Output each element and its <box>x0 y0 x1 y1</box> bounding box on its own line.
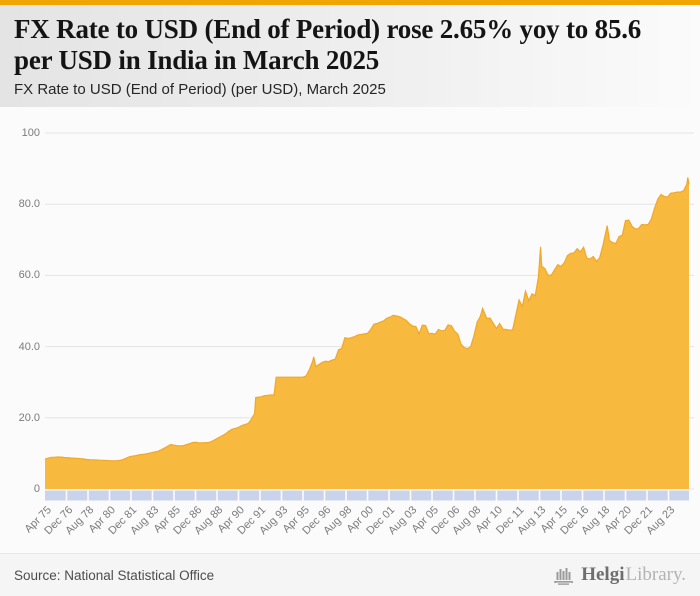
chart-header: FX Rate to USD (End of Period) rose 2.65… <box>0 5 700 107</box>
tick-separator <box>538 490 541 501</box>
helgi-library-logo: Helgi Library. <box>552 563 686 587</box>
accent-bar <box>0 0 700 5</box>
tick-separator <box>603 490 605 501</box>
tick-separator <box>560 490 562 501</box>
tick-separator <box>280 490 283 501</box>
fx-rate-line-edge <box>44 177 690 462</box>
tick-separator <box>452 490 455 501</box>
tick-separator <box>108 490 111 501</box>
tick-separator <box>194 490 197 501</box>
tick-separator <box>409 490 412 501</box>
tick-separator <box>667 490 670 501</box>
logo-text-secondary: Library. <box>625 564 687 585</box>
y-tick-label-80.0: 80.0 <box>18 198 40 211</box>
chart-subtitle: FX Rate to USD (End of Period) (per USD)… <box>14 81 386 98</box>
y-tick-label-40.0: 40.0 <box>18 340 40 353</box>
tick-separator <box>366 490 369 501</box>
tick-separator <box>87 490 89 501</box>
tick-separator <box>474 490 476 501</box>
tick-separator <box>646 490 648 501</box>
tick-separator <box>130 490 132 501</box>
logo-text-primary: Helgi <box>581 564 625 585</box>
y-tick-label-20.0: 20.0 <box>18 411 40 424</box>
tick-separator <box>495 490 498 501</box>
library-building-icon <box>554 568 574 585</box>
tick-separator <box>581 490 584 501</box>
fx-rate-area-series <box>45 177 689 489</box>
tick-separator <box>323 490 326 501</box>
tick-separator <box>173 490 175 501</box>
tick-separator <box>624 490 627 501</box>
tick-separator <box>237 490 240 501</box>
tick-separator <box>431 490 433 501</box>
tick-separator <box>302 490 304 501</box>
tick-separator <box>517 490 519 501</box>
tick-separator <box>259 490 261 501</box>
tick-separator <box>345 490 347 501</box>
tick-separator <box>65 490 68 501</box>
y-tick-label-60.0: 60.0 <box>18 269 40 282</box>
y-tick-label-100: 100 <box>21 127 40 139</box>
tick-separator <box>216 490 218 501</box>
page-title: FX Rate to USD (End of Period) rose 2.65… <box>14 14 642 75</box>
y-tick-label-0: 0 <box>33 483 40 495</box>
source-note: Source: National Statistical Office <box>14 567 215 583</box>
tick-separator <box>388 490 390 501</box>
tick-separator <box>151 490 154 501</box>
chart-footer: Source: National Statistical Office Helg… <box>0 553 700 596</box>
